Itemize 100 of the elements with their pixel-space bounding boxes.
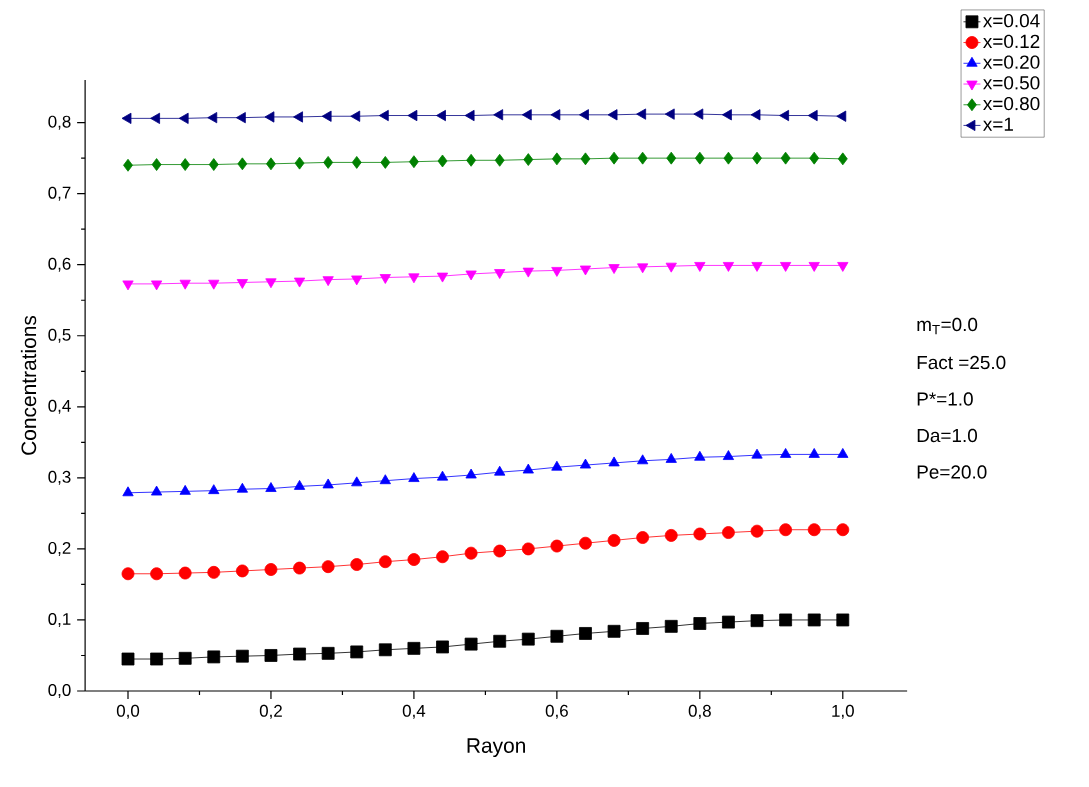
point xyxy=(407,553,421,566)
point xyxy=(521,109,532,121)
point xyxy=(608,264,620,274)
point xyxy=(378,109,389,122)
point xyxy=(264,563,278,576)
point xyxy=(694,151,705,165)
legend-label: x=0.12 xyxy=(983,34,1040,49)
point xyxy=(780,262,792,272)
point xyxy=(579,265,592,276)
text: Pe=20.0 xyxy=(917,465,987,479)
point xyxy=(235,112,246,124)
point xyxy=(609,151,619,165)
point xyxy=(178,566,192,580)
point xyxy=(293,111,303,123)
point xyxy=(722,615,735,629)
y-tick-label: 0,8 xyxy=(48,115,71,130)
point xyxy=(207,650,221,664)
point xyxy=(293,647,306,661)
point xyxy=(664,529,678,542)
point xyxy=(779,523,793,537)
x-axis-title: Rayon xyxy=(467,738,525,758)
point xyxy=(150,112,160,124)
point xyxy=(436,470,449,481)
point xyxy=(151,158,162,171)
point xyxy=(436,109,446,122)
point xyxy=(779,109,790,122)
point xyxy=(350,110,361,122)
text: Da=1.0 xyxy=(917,428,978,443)
point xyxy=(464,109,475,122)
point xyxy=(409,155,419,169)
point xyxy=(837,262,849,272)
point xyxy=(466,153,476,167)
point xyxy=(493,544,507,558)
point xyxy=(123,158,133,172)
text: m$_{T}$=0.0 xyxy=(917,317,978,335)
point xyxy=(122,280,134,291)
point xyxy=(378,555,392,569)
point xyxy=(636,622,650,635)
point xyxy=(351,156,362,169)
point xyxy=(521,632,535,646)
point xyxy=(265,482,277,492)
point xyxy=(722,109,732,121)
point xyxy=(808,448,820,458)
x-tick-label: 0,2 xyxy=(259,704,282,719)
point xyxy=(494,465,506,476)
legend-label: x=0.80 xyxy=(983,96,1040,111)
point xyxy=(235,564,249,578)
point xyxy=(636,531,650,544)
point xyxy=(265,278,277,289)
point xyxy=(722,262,735,272)
point xyxy=(150,485,163,496)
point xyxy=(208,158,219,171)
point xyxy=(579,109,589,121)
text: P*=1.0 xyxy=(917,392,973,406)
point xyxy=(437,154,448,168)
point xyxy=(607,533,621,547)
point xyxy=(378,643,392,657)
point xyxy=(150,567,163,581)
point xyxy=(608,456,620,467)
point xyxy=(351,275,363,286)
point xyxy=(408,472,420,482)
y-tick-label: 0,0 xyxy=(48,684,71,698)
point xyxy=(266,157,276,171)
point xyxy=(436,640,449,654)
point xyxy=(207,112,218,124)
x-tick-label: 0,4 xyxy=(402,704,426,719)
point xyxy=(407,641,421,655)
point xyxy=(235,649,249,663)
point xyxy=(121,112,132,124)
legend-label: x=1 xyxy=(983,117,1013,131)
point xyxy=(551,267,563,277)
x-tick-label: 0,6 xyxy=(545,704,568,719)
point xyxy=(523,153,534,166)
point xyxy=(293,277,306,288)
point xyxy=(321,110,332,122)
point xyxy=(551,460,563,471)
point xyxy=(780,448,792,458)
point xyxy=(494,269,506,279)
point xyxy=(407,109,418,122)
point xyxy=(665,262,677,273)
point xyxy=(264,111,275,123)
point xyxy=(178,651,192,665)
y-axis-title: Concentrations xyxy=(20,315,37,455)
point xyxy=(322,276,334,287)
point xyxy=(664,619,678,633)
point xyxy=(408,273,420,284)
y-tick-label: 0,7 xyxy=(48,186,71,201)
y-tick-label: 0,5 xyxy=(48,328,71,343)
point xyxy=(122,486,134,497)
point xyxy=(664,108,675,120)
point xyxy=(464,546,478,560)
point xyxy=(666,151,677,165)
point xyxy=(465,270,477,281)
y-tick-label: 0,2 xyxy=(48,541,71,556)
point xyxy=(464,637,478,651)
point xyxy=(550,539,564,553)
point xyxy=(693,527,707,541)
point xyxy=(807,613,821,627)
point xyxy=(807,523,821,537)
point xyxy=(294,156,305,170)
